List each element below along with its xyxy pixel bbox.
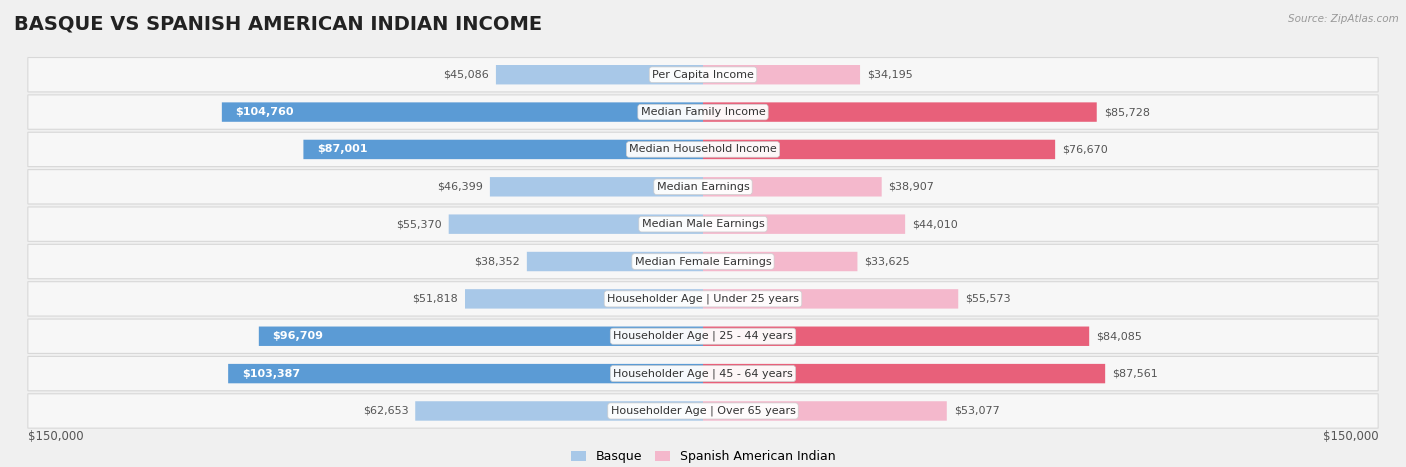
Text: Median Family Income: Median Family Income [641, 107, 765, 117]
Text: $103,387: $103,387 [242, 368, 299, 379]
Text: $55,573: $55,573 [965, 294, 1011, 304]
FancyBboxPatch shape [28, 207, 1378, 241]
Text: $104,760: $104,760 [236, 107, 294, 117]
FancyBboxPatch shape [304, 140, 703, 159]
FancyBboxPatch shape [28, 282, 1378, 316]
FancyBboxPatch shape [703, 289, 959, 309]
FancyBboxPatch shape [28, 244, 1378, 279]
Text: $76,670: $76,670 [1062, 144, 1108, 155]
Legend: Basque, Spanish American Indian: Basque, Spanish American Indian [565, 445, 841, 467]
FancyBboxPatch shape [449, 214, 703, 234]
Text: Householder Age | 25 - 44 years: Householder Age | 25 - 44 years [613, 331, 793, 341]
Text: $51,818: $51,818 [412, 294, 458, 304]
FancyBboxPatch shape [703, 252, 858, 271]
FancyBboxPatch shape [489, 177, 703, 197]
FancyBboxPatch shape [415, 401, 703, 421]
Text: Householder Age | Under 25 years: Householder Age | Under 25 years [607, 294, 799, 304]
Text: $87,001: $87,001 [318, 144, 368, 155]
Text: $150,000: $150,000 [28, 430, 83, 443]
Text: Median Female Earnings: Median Female Earnings [634, 256, 772, 267]
FancyBboxPatch shape [28, 170, 1378, 204]
FancyBboxPatch shape [259, 326, 703, 346]
Text: Householder Age | Over 65 years: Householder Age | Over 65 years [610, 406, 796, 416]
Text: BASQUE VS SPANISH AMERICAN INDIAN INCOME: BASQUE VS SPANISH AMERICAN INDIAN INCOME [14, 14, 543, 33]
FancyBboxPatch shape [228, 364, 703, 383]
FancyBboxPatch shape [222, 102, 703, 122]
Text: Median Earnings: Median Earnings [657, 182, 749, 192]
Text: Householder Age | 45 - 64 years: Householder Age | 45 - 64 years [613, 368, 793, 379]
FancyBboxPatch shape [703, 102, 1097, 122]
FancyBboxPatch shape [703, 140, 1054, 159]
FancyBboxPatch shape [527, 252, 703, 271]
FancyBboxPatch shape [28, 57, 1378, 92]
Text: $84,085: $84,085 [1097, 331, 1142, 341]
Text: Median Male Earnings: Median Male Earnings [641, 219, 765, 229]
Text: Source: ZipAtlas.com: Source: ZipAtlas.com [1288, 14, 1399, 24]
FancyBboxPatch shape [703, 326, 1090, 346]
Text: $45,086: $45,086 [443, 70, 489, 80]
FancyBboxPatch shape [703, 401, 946, 421]
FancyBboxPatch shape [703, 177, 882, 197]
FancyBboxPatch shape [465, 289, 703, 309]
Text: $85,728: $85,728 [1104, 107, 1150, 117]
FancyBboxPatch shape [28, 356, 1378, 391]
Text: $33,625: $33,625 [865, 256, 910, 267]
Text: $55,370: $55,370 [396, 219, 441, 229]
FancyBboxPatch shape [703, 364, 1105, 383]
Text: $46,399: $46,399 [437, 182, 484, 192]
FancyBboxPatch shape [28, 95, 1378, 129]
FancyBboxPatch shape [703, 214, 905, 234]
FancyBboxPatch shape [28, 319, 1378, 354]
Text: $38,352: $38,352 [474, 256, 520, 267]
Text: $38,907: $38,907 [889, 182, 935, 192]
Text: Per Capita Income: Per Capita Income [652, 70, 754, 80]
Text: $62,653: $62,653 [363, 406, 408, 416]
FancyBboxPatch shape [28, 132, 1378, 167]
Text: $44,010: $44,010 [912, 219, 957, 229]
Text: $87,561: $87,561 [1112, 368, 1157, 379]
FancyBboxPatch shape [703, 65, 860, 85]
Text: $34,195: $34,195 [868, 70, 912, 80]
Text: $150,000: $150,000 [1323, 430, 1378, 443]
Text: $53,077: $53,077 [953, 406, 1000, 416]
FancyBboxPatch shape [496, 65, 703, 85]
Text: $96,709: $96,709 [273, 331, 323, 341]
Text: Median Household Income: Median Household Income [628, 144, 778, 155]
FancyBboxPatch shape [28, 394, 1378, 428]
